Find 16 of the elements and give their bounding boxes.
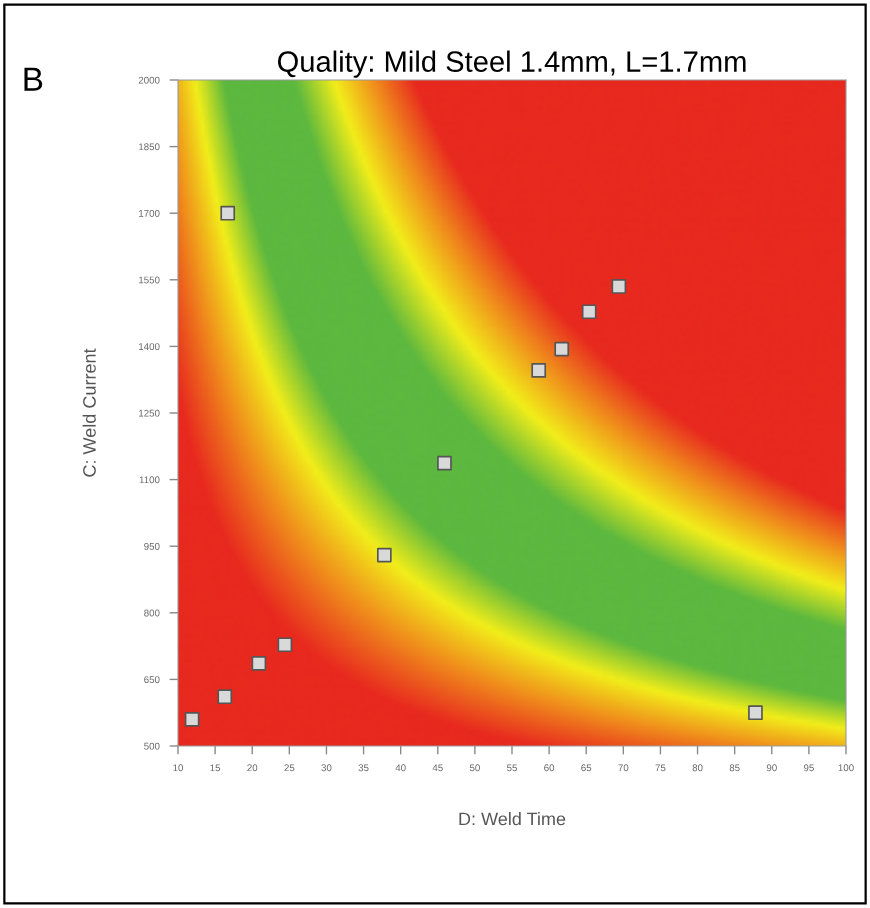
x-axis-title: D: Weld Time <box>459 812 566 826</box>
point <box>554 341 570 357</box>
point <box>748 705 763 721</box>
point <box>251 656 267 671</box>
point <box>184 712 200 727</box>
text: B <box>24 67 43 91</box>
point <box>376 547 392 563</box>
y-axis-title: C: Weld Current <box>82 348 96 477</box>
point <box>220 205 236 221</box>
point <box>531 363 547 378</box>
point <box>277 637 293 653</box>
point <box>581 304 597 320</box>
chart-title: Quality: Mild Steel 1.4mm, L=1.7mm <box>277 50 746 78</box>
point <box>611 279 627 294</box>
point <box>217 689 233 705</box>
point <box>437 455 452 471</box>
